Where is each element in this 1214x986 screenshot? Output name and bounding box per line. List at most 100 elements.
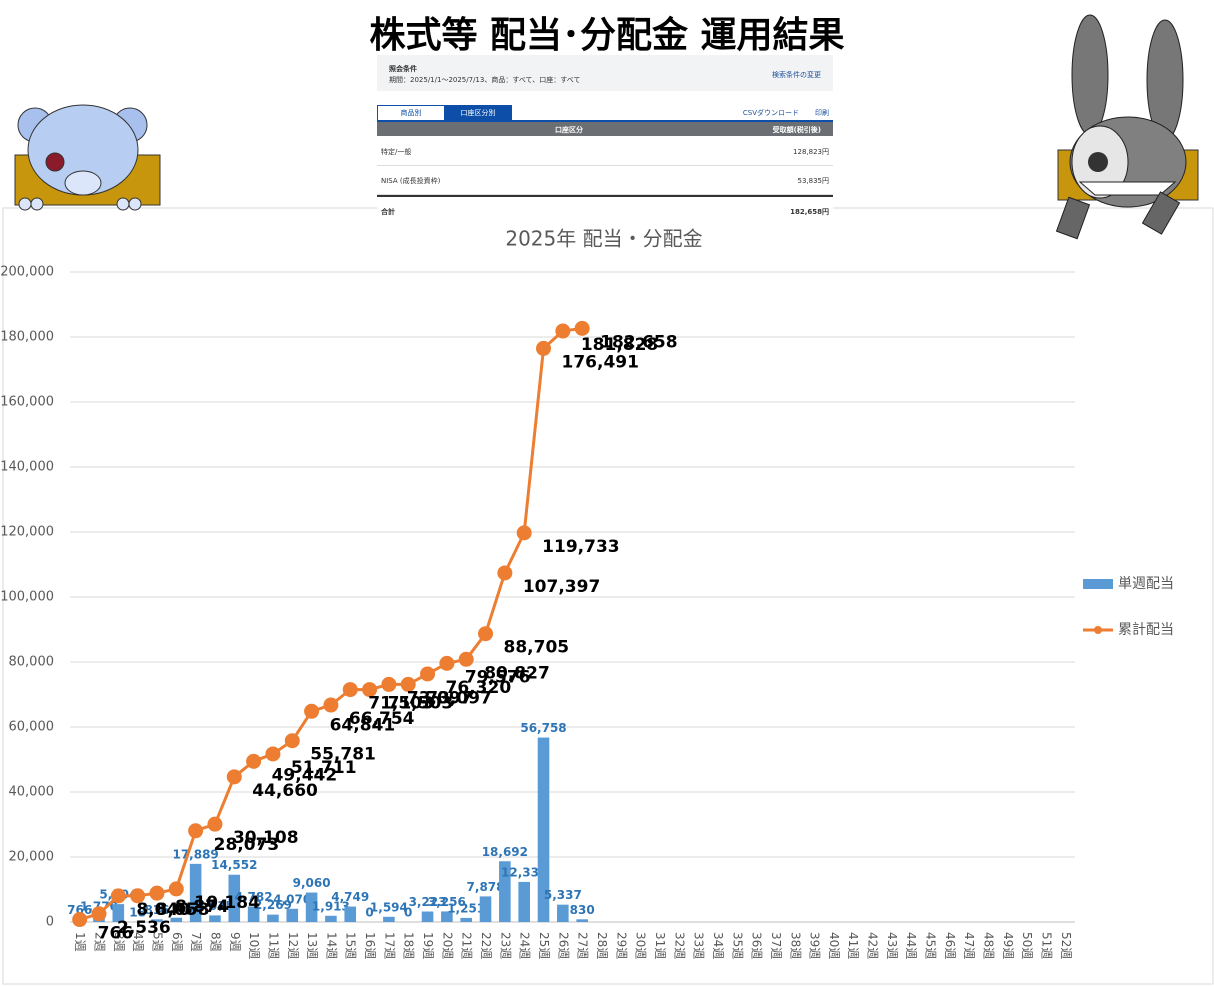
bar-value-label: 830 (570, 903, 595, 917)
bar-value-label: 12,336 (501, 865, 547, 879)
line-value-label: 73,097 (426, 688, 492, 708)
line-value-label: 49,442 (272, 765, 338, 785)
y-tick-label: 100,000 (0, 590, 54, 605)
line-point (246, 753, 262, 769)
x-tick-label: 15週 (344, 932, 358, 959)
line-point (284, 733, 300, 749)
bar (151, 919, 163, 922)
y-tick-label: 140,000 (0, 460, 54, 475)
bar-value-label: 816 (144, 903, 169, 917)
x-tick-label: 28週 (595, 932, 609, 959)
cell: 特定/一般 (381, 148, 412, 156)
legend-label: 累計配当 (1118, 622, 1174, 638)
y-tick-label: 160,000 (0, 395, 54, 410)
bar (499, 861, 511, 922)
line-value-label: 766 (98, 924, 133, 944)
x-tick-label: 47週 (962, 932, 976, 959)
y-tick-label: 20,000 (9, 850, 55, 865)
tab[interactable]: 商品別 (377, 105, 445, 121)
x-tick-label: 30週 (634, 932, 648, 959)
y-tick-label: 60,000 (9, 720, 55, 735)
x-tick-label: 17週 (382, 932, 396, 959)
csv-link[interactable]: CSVダウンロード (742, 109, 799, 117)
header-cell: 受取額(税引後) (772, 126, 821, 134)
line-point (478, 626, 494, 642)
chart-title: 2025年 配当・分配金 (505, 227, 702, 251)
bar (576, 919, 588, 922)
bar-value-label: 766 (67, 903, 92, 917)
line-value-label: 10,184 (194, 893, 260, 913)
x-tick-label: 43週 (885, 932, 899, 959)
line-value-label: 176,491 (562, 352, 639, 372)
line-value-label: 181,828 (581, 335, 658, 355)
bar-value-label: 9,060 (293, 876, 331, 890)
bar-value-label: 1,913 (312, 899, 350, 913)
x-tick-label: 45週 (924, 932, 938, 959)
line-value-label: 71,503 (388, 694, 454, 714)
bar (557, 904, 569, 922)
print-link[interactable]: 印刷 (815, 109, 829, 117)
x-tick-label: 33週 (692, 932, 706, 959)
line-value-label: 55,781 (310, 745, 376, 765)
bar-value-label: 2,035 (196, 899, 234, 913)
line-point (439, 655, 455, 671)
legend-label: 単週配当 (1118, 576, 1174, 592)
bar (479, 896, 492, 922)
x-tick-label: 23週 (498, 932, 512, 959)
line-value-label: 8,874 (175, 897, 229, 917)
line-value-label: 76,320 (446, 678, 512, 698)
bar (267, 914, 279, 922)
line-point (536, 340, 552, 356)
line-value-label: 107,397 (523, 577, 600, 597)
line-value-label: 80,827 (484, 663, 550, 683)
line-point (188, 823, 204, 839)
line-point (458, 651, 474, 667)
condition-title: 照会条件 (389, 65, 417, 73)
condition-text: 期間：2025/1/1～2025/7/13、商品：すべて、口座：すべて (389, 76, 581, 84)
x-tick-label: 8週 (208, 932, 222, 952)
x-tick-label: 40週 (827, 932, 841, 959)
change-link[interactable]: 検索条件の変更 (772, 71, 821, 79)
x-tick-label: 34週 (711, 932, 725, 959)
x-tick-label: 10週 (247, 932, 261, 959)
bear-mascot (14, 104, 161, 211)
line-point (207, 816, 223, 832)
screenshot-panel: 照会条件 期間：2025/1/1～2025/7/13、商品：すべて、口座：すべて… (377, 55, 833, 216)
x-tick-label: 6週 (170, 932, 184, 952)
line-value-label: 79,576 (465, 667, 531, 687)
x-tick-label: 4週 (131, 932, 145, 952)
x-tick-label: 27週 (576, 932, 590, 959)
bar (189, 863, 202, 922)
bar (460, 917, 472, 922)
bar-value-label: 7,878 (467, 880, 505, 894)
bar (228, 874, 241, 922)
line-point (226, 769, 242, 785)
x-tick-label: 3週 (112, 932, 126, 952)
line-value-label: 64,841 (330, 715, 396, 735)
x-tick-label: 19週 (421, 932, 435, 959)
line-point (91, 906, 107, 922)
bar-value-label: 2,269 (254, 898, 292, 912)
x-tick-label: 35週 (730, 932, 744, 959)
line-point (516, 525, 532, 541)
bar-value-label: 1,310 (157, 901, 195, 915)
line-value-label: 73,097 (407, 688, 473, 708)
line-point (400, 676, 416, 692)
x-tick-label: 52週 (1059, 932, 1073, 959)
cell: 53,835円 (797, 177, 830, 185)
x-tick-label: 51週 (1040, 932, 1054, 959)
line-point (362, 682, 378, 698)
x-tick-label: 2週 (92, 932, 106, 952)
cell: NISA (成長投資枠) (381, 177, 441, 185)
y-tick-label: 180,000 (0, 330, 54, 345)
line-value-label: 44,660 (252, 781, 318, 801)
tab[interactable]: 口座区分別 (444, 105, 512, 121)
bar-value-label: 56,758 (520, 721, 566, 735)
legend-swatch (1094, 626, 1102, 634)
cell: 182,658円 (790, 208, 829, 216)
x-tick-label: 29週 (614, 932, 628, 959)
x-tick-label: 31週 (653, 932, 667, 959)
x-tick-label: 49週 (1001, 932, 1015, 959)
